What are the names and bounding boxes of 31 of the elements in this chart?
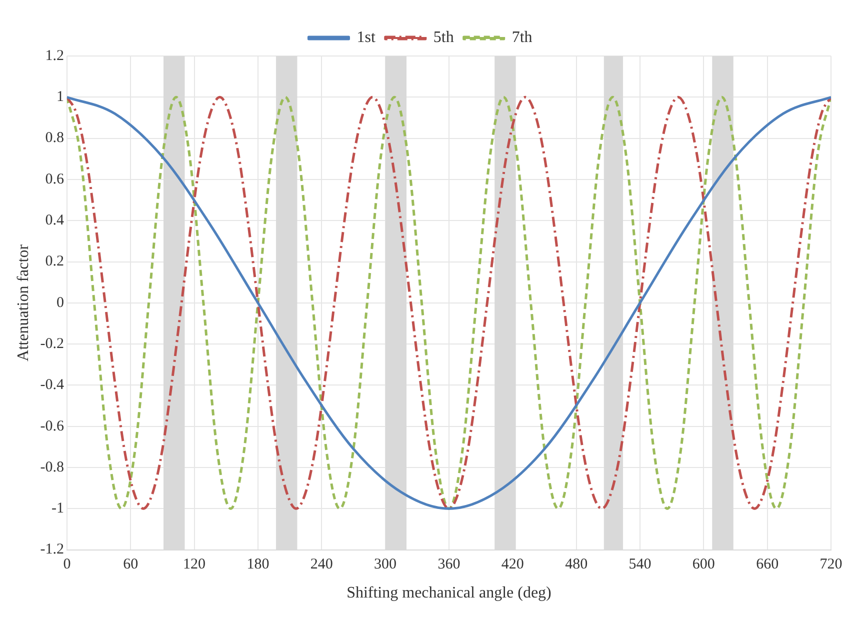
y-tick-label: -0.4 xyxy=(40,377,64,394)
y-tick-label: -0.6 xyxy=(40,418,64,434)
y-tick-label: 0 xyxy=(56,294,64,311)
x-tick-label: 420 xyxy=(501,556,524,573)
y-tick-label: 0.8 xyxy=(45,130,64,146)
y-tick-label: 1.2 xyxy=(45,48,64,64)
y-tick-label: 0.4 xyxy=(45,212,64,229)
legend-label: 5th xyxy=(433,29,454,46)
y-axis-title: Attenuation factor xyxy=(14,244,32,362)
y-tick-label: -1 xyxy=(51,500,64,517)
x-axis-title: Shifting mechanical angle (deg) xyxy=(346,584,552,602)
x-tick-label: 300 xyxy=(374,556,397,573)
x-tick-label: 60 xyxy=(123,556,138,573)
x-tick-label: 180 xyxy=(246,556,270,573)
y-tick-label: 0.2 xyxy=(45,254,64,270)
x-tick-label: 120 xyxy=(183,556,206,573)
x-tick-label: 240 xyxy=(310,556,333,573)
x-tick-label: 540 xyxy=(628,556,652,573)
y-tick-label: -0.2 xyxy=(40,336,64,352)
x-tick-label: 360 xyxy=(438,556,460,573)
y-tick-label: 1 xyxy=(56,89,64,106)
x-tick-label: 660 xyxy=(756,556,779,573)
legend-label: 1st xyxy=(356,29,376,46)
y-tick-label: -0.8 xyxy=(40,459,64,476)
legend-label: 7th xyxy=(512,29,532,46)
x-tick-label: 480 xyxy=(565,556,588,573)
y-tick-label: 0.6 xyxy=(45,171,64,188)
y-tick-label: -1.2 xyxy=(40,542,64,558)
x-tick-label: 600 xyxy=(692,556,715,573)
line-series xyxy=(66,96,831,510)
x-tick-label: 720 xyxy=(820,556,842,573)
